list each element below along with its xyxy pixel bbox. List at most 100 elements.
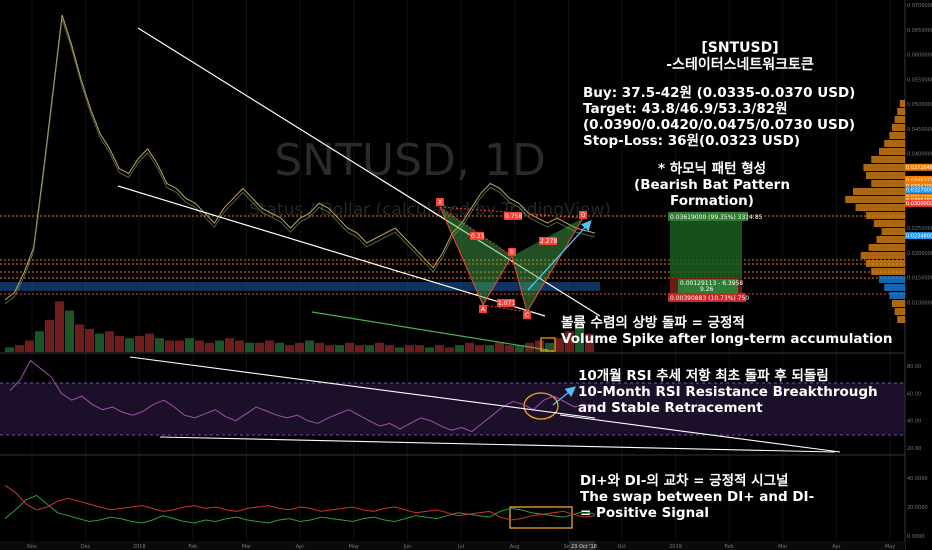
price-tag-label: 0.03000000 (906, 201, 932, 207)
volume-bar (125, 338, 134, 352)
volume-bar (225, 338, 234, 352)
annotation-title-block: [SNTUSD] -스테이터스네트워크토큰 (640, 40, 840, 73)
volume-bar (15, 345, 24, 352)
ratio-2-bg (470, 232, 484, 240)
volume-bar (45, 319, 54, 352)
rsi-tick-label: 80.00 (907, 364, 921, 370)
volume-bar (145, 333, 154, 352)
volume-bar (485, 345, 494, 352)
volume-bar (85, 329, 94, 352)
volume-bar (505, 345, 514, 352)
volume-bar (105, 331, 114, 352)
point-x: X (438, 199, 442, 206)
projection-arrow (527, 220, 592, 291)
time-tick-label: Feb (725, 544, 734, 550)
volume-bars (5, 301, 594, 352)
point-d: D (581, 212, 586, 219)
volume-bar (165, 340, 174, 352)
volume-profile-bar (863, 164, 905, 171)
price-axis: 0.07000000 0.06500000 0.06000000 0.05500000… (907, 3, 932, 306)
ratio-3-bg (539, 237, 557, 245)
volume-bar (75, 324, 84, 352)
di-minus-series (4, 484, 596, 521)
volume-bar (545, 342, 554, 352)
point-x-bg (436, 198, 444, 206)
price-series (4, 14, 596, 301)
volume-bar (215, 340, 224, 352)
volume-bar (305, 340, 314, 352)
ratio-3: 2.278 (540, 238, 557, 245)
volume-profile-bar (881, 228, 905, 235)
point-a: A (481, 306, 486, 313)
volume-bar (55, 301, 64, 352)
price-tick-label: 0.06000000 (907, 53, 932, 59)
price-tag-bg (905, 186, 932, 194)
point-c: C (525, 312, 529, 319)
rsi-arrow (552, 386, 577, 406)
volume-profile-bar (879, 148, 905, 155)
rsi-tick-label: 40.00 (907, 419, 921, 425)
price-tick-label: 0.05500000 (907, 77, 932, 83)
price-tick-label: 0.04000000 (907, 152, 932, 158)
rsi-axis: 80.00 60.00 40.00 20.00 (907, 364, 921, 452)
di-tick-label: 0.0000 (907, 534, 925, 540)
annotation-rsi-en2: and Stable Retracement (578, 399, 763, 416)
volume-bar (495, 342, 504, 352)
price-tag-label: 0.03726467 (906, 165, 932, 171)
annotation-volume-block: 볼륨 수렴의 상방 돌파 = 긍정적 Volume Spike after lo… (561, 315, 893, 348)
price-tag-bg (905, 182, 932, 190)
volume-profile-bar (894, 116, 905, 123)
volume-bar (245, 342, 254, 352)
volume-bar (295, 342, 304, 352)
point-c-bg (523, 311, 531, 319)
volume-bar (345, 342, 354, 352)
price-tick-label: 0.01500000 (907, 276, 932, 282)
volume-profile-bar (873, 220, 905, 227)
price-tick-label: 0.07000000 (907, 3, 932, 9)
volume-bar (465, 342, 474, 352)
time-tick-label: 2018 (133, 544, 146, 550)
volume-spike-box (540, 337, 556, 352)
volume-profile-bar (868, 244, 905, 251)
volume-profile-bar (897, 316, 905, 323)
volume-bar (435, 345, 444, 352)
price-tick-label: 0.04500000 (907, 127, 932, 133)
annotation-title: [SNTUSD] (701, 40, 779, 56)
volume-profile-bar (855, 204, 905, 211)
price-tag-bg (905, 232, 932, 240)
volume-bar (475, 345, 484, 352)
annotation-stop: Stop-Loss: 36원(0.0323 USD) (583, 132, 800, 149)
time-tick-label: Jul (457, 544, 464, 550)
time-axis[interactable]: Nov Dec 2018 Feb Mar Apr May Jun Jul Aug Sep Oct 201… (27, 544, 895, 550)
pattern-ac (482, 304, 528, 313)
point-b-bg (508, 248, 516, 256)
ratio-2: 0.33 (471, 233, 485, 240)
volume-profile-bar (876, 236, 905, 243)
price-panel (0, 0, 905, 352)
volume-profile-bar (853, 188, 905, 195)
volume-bar (425, 347, 434, 352)
volume-bar (585, 333, 594, 352)
target-label-bg (668, 212, 748, 221)
volume-bar (395, 347, 404, 352)
annotation-di-kr: DI+와 DI-의 교차 = 긍정적 시그널 (580, 473, 789, 489)
time-tick-label: Jun (402, 544, 411, 550)
annotation-pattern-block: * 하모닉 패턴 형성 (Bearish Bat Pattern Formati… (592, 161, 832, 210)
volume-bar (185, 338, 194, 352)
point-b: B (510, 249, 514, 256)
price-tag-bg (905, 199, 932, 207)
time-axis-bg (0, 541, 905, 550)
volume-bar (355, 345, 364, 352)
volume-bar (405, 345, 414, 352)
volume-bar (565, 331, 574, 352)
annotation-volume-kr: 볼륨 수렴의 상방 돌파 = 긍정적 (561, 315, 745, 331)
volume-bar (175, 340, 184, 352)
di-axis: 40.0000 20.0000 0.0000 (907, 476, 928, 540)
volume-profile-bar (879, 276, 905, 283)
volume-profile-bar (899, 100, 905, 107)
volume-profile-bar (889, 132, 905, 139)
di-swap-box (509, 506, 573, 529)
rsi-extension-line (559, 414, 841, 453)
